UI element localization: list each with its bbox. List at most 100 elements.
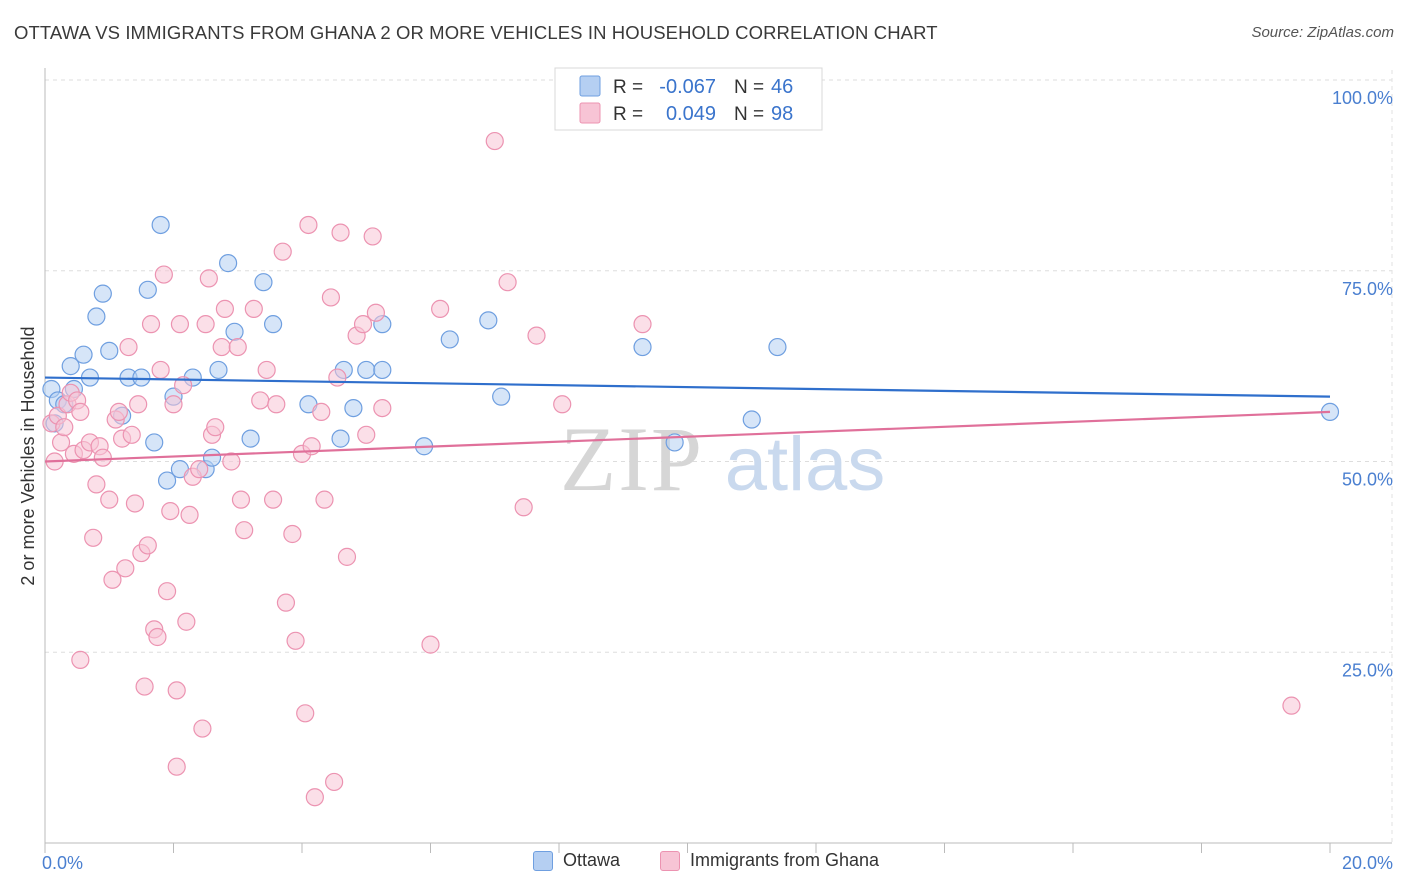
source-label: Source: ZipAtlas.com [1251, 24, 1394, 41]
ghana-point [125, 494, 145, 513]
stats-legend: R = -0.067 N = 46 R = 0.049 N = 98 [554, 67, 823, 131]
ghana-point [325, 772, 344, 792]
ottawa-point [633, 337, 652, 357]
ottawa-point [132, 368, 151, 387]
stats-swatch-ottawa [579, 75, 601, 97]
legend-swatch-ghana [660, 850, 680, 871]
ottawa-point [373, 360, 392, 380]
ghana-point [154, 265, 173, 284]
ghana-point [373, 398, 392, 418]
legend-item-ghana[interactable]: Immigrants from Ghana [660, 850, 879, 871]
ottawa-point [357, 360, 376, 380]
ottawa-point [440, 330, 459, 349]
ghana-point [212, 337, 231, 357]
ghana-point [190, 460, 209, 479]
ghana-point [180, 505, 199, 525]
ghana-point [357, 425, 376, 444]
ghana-point [273, 242, 292, 261]
ghana-point [161, 501, 180, 521]
ghana-point [305, 788, 324, 807]
stats-n-value-ghana: 98 [771, 103, 793, 125]
ghana-point [431, 299, 450, 318]
y-tick-label: 50.0% [1342, 470, 1393, 490]
y-tick-label: 25.0% [1342, 660, 1393, 680]
ghana-point [167, 757, 186, 776]
ottawa-point [157, 471, 177, 490]
ghana-point [498, 273, 517, 292]
ghana-point [514, 498, 533, 517]
ghana-point [174, 376, 193, 395]
ghana-point [231, 490, 251, 509]
ghana-point [328, 368, 347, 387]
ghana-point [215, 299, 234, 318]
legend-label-ottawa: Ottawa [563, 850, 621, 870]
y-tick-label: 75.0% [1342, 279, 1393, 299]
ghana-point [321, 288, 341, 307]
ghana-point [170, 315, 190, 334]
ghana-point [119, 337, 138, 357]
ottawa-point [742, 410, 761, 429]
ghana-point [633, 315, 652, 334]
ottawa-point [241, 429, 260, 448]
ghana-point [164, 395, 183, 414]
watermark: ZIP atlas [560, 408, 885, 510]
ghana-point [193, 719, 212, 738]
ghana-point [553, 395, 572, 414]
ottawa-point [344, 398, 363, 418]
ghana-point [353, 315, 373, 334]
ottawa-point [61, 357, 80, 376]
ottawa-point [151, 215, 170, 235]
ottawa-point [768, 337, 787, 357]
ghana-point [93, 448, 112, 467]
watermark-atlas: atlas [725, 422, 886, 507]
ottawa-point [492, 387, 511, 406]
ghana-point [84, 528, 103, 547]
ghana-point [148, 627, 167, 647]
tick-labels: 25.0% 50.0% 75.0% 100.0% 0.0% 20.0% [42, 88, 1393, 873]
stats-n-label-ottawa: N = [734, 77, 764, 98]
ghana-point [222, 452, 241, 471]
ottawa-point [100, 341, 119, 360]
stats-r-value-ghana: 0.049 [666, 103, 716, 125]
ottawa-point [145, 433, 164, 452]
y-tick-label: 100.0% [1332, 88, 1393, 108]
ghana-point [337, 547, 357, 566]
ghana-point [263, 490, 283, 509]
stats-n-value-ottawa: 46 [771, 76, 793, 98]
ghana-point [296, 704, 315, 723]
ghana-point [196, 315, 215, 334]
legend-swatch-ottawa [533, 850, 553, 871]
trend-line-ghana [44, 410, 1331, 463]
ghana-point [177, 612, 196, 631]
legend-item-ottawa[interactable]: Ottawa [533, 850, 620, 871]
stats-n-label-ghana: N = [734, 104, 764, 125]
bottom-legend: Ottawa Immigrants from Ghana [0, 850, 1406, 880]
ghana-point [122, 425, 141, 444]
stats-r-value-ottawa: -0.067 [659, 76, 716, 98]
ghana-point [286, 631, 305, 650]
series-ghana-points [42, 131, 1301, 807]
stats-r-label-ghana: R = [613, 104, 643, 125]
ghana-point [71, 402, 90, 422]
trend-lines [44, 376, 1331, 463]
ghana-point [331, 223, 350, 242]
ghana-point [235, 521, 254, 540]
stats-r-label-ottawa: R = [613, 77, 643, 98]
ghana-point [199, 269, 218, 288]
ghana-point [141, 315, 161, 334]
ghana-point [157, 582, 177, 601]
legend-label-ghana: Immigrants from Ghana [690, 850, 880, 870]
ghana-point [276, 593, 296, 612]
ghana-point [244, 299, 263, 318]
ghana-point [167, 681, 186, 700]
ghana-point [257, 360, 276, 380]
ottawa-point [479, 311, 498, 330]
ghana-point [228, 337, 247, 357]
watermark-zip: ZIP [560, 408, 704, 510]
ottawa-point [93, 284, 112, 303]
ottawa-point [209, 360, 228, 380]
ghana-point [485, 131, 504, 151]
ottawa-point [331, 429, 350, 448]
ghana-point [366, 303, 385, 322]
ghana-point [138, 536, 157, 555]
